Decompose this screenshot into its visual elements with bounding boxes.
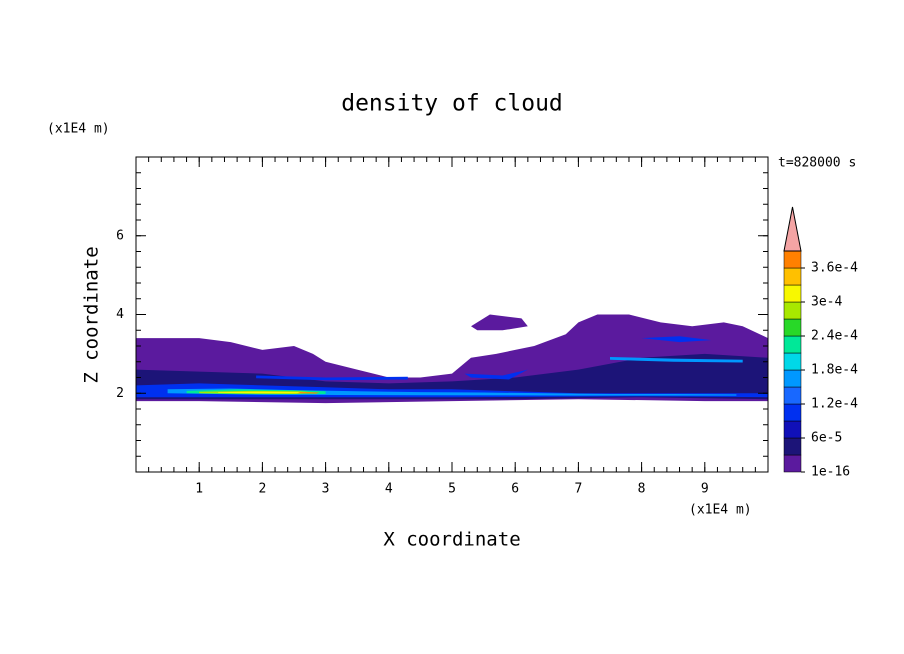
x-tick-label: 1	[195, 482, 203, 497]
colorbar-swatch	[783, 386, 802, 405]
colorbar-label: 2.4e-4	[811, 329, 858, 344]
x-tick-label: 5	[448, 482, 456, 497]
contour-region	[218, 391, 307, 394]
colorbar-swatch	[783, 335, 802, 354]
colorbar-swatch	[783, 267, 802, 286]
x-tick-label: 2	[258, 482, 266, 497]
contour-region	[471, 314, 528, 331]
colorbar-swatch	[783, 437, 802, 456]
colorbar-swatch	[783, 352, 802, 371]
x-tick-label: 9	[701, 482, 709, 497]
colorbar-swatch	[783, 250, 802, 269]
contour-region	[610, 357, 743, 363]
colorbar-swatch	[783, 284, 802, 303]
plot-frame	[135, 156, 769, 473]
x-axis-label: X coordinate	[383, 529, 520, 551]
y-tick-label: 2	[116, 386, 124, 401]
colorbar-label: 1e-16	[811, 465, 850, 480]
colorbar-label: 1.2e-4	[811, 397, 858, 412]
x-tick-label: 6	[511, 482, 519, 497]
y-tick-label: 4	[116, 307, 124, 322]
time-label: t=828000 s	[778, 156, 856, 171]
colorbar-label: 3.6e-4	[811, 261, 858, 276]
x-tick-label: 3	[322, 482, 330, 497]
contour-region	[641, 336, 712, 343]
colorbar-label: 1.8e-4	[811, 363, 858, 378]
x-unit: (x1E4 m)	[689, 503, 752, 518]
colorbar-swatch	[783, 403, 802, 422]
x-tick-label: 8	[638, 482, 646, 497]
chart-title: density of cloud	[341, 91, 563, 117]
y-axis-label: Z coordinate	[81, 246, 103, 383]
y-unit: (x1E4 m)	[47, 122, 110, 137]
contour-region	[464, 369, 528, 380]
contour-region	[297, 392, 320, 394]
colorbar-extend	[783, 206, 802, 252]
colorbar-swatch	[783, 454, 802, 473]
colorbar-swatch	[783, 301, 802, 320]
colorbar-swatch	[783, 369, 802, 388]
x-tick-label: 4	[385, 482, 393, 497]
contour-region	[256, 375, 408, 381]
colorbar-swatch	[783, 318, 802, 337]
y-tick-label: 6	[116, 228, 124, 243]
x-tick-label: 7	[574, 482, 582, 497]
colorbar-swatch	[783, 420, 802, 439]
colorbar-label: 6e-5	[811, 431, 842, 446]
colorbar-label: 3e-4	[811, 295, 842, 310]
